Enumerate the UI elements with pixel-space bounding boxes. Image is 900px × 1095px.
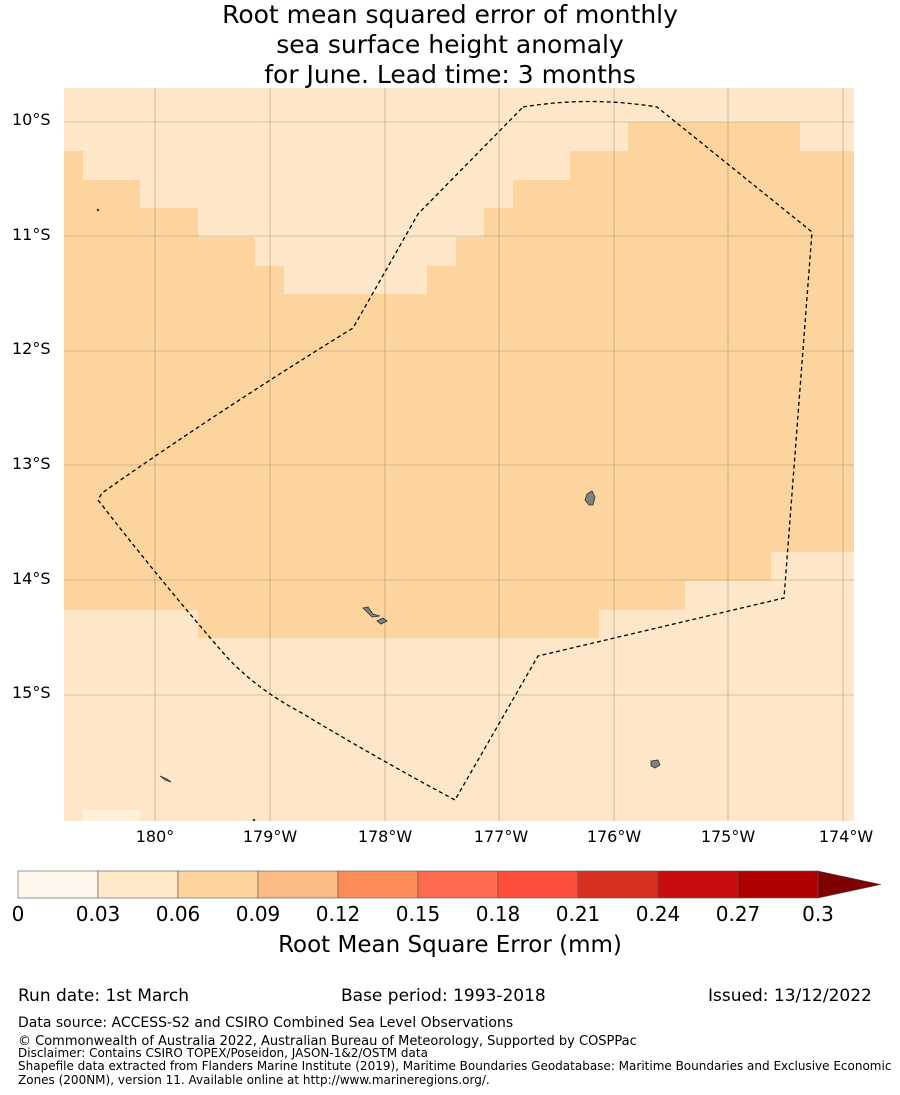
colorbar-tick-label: 0.15 xyxy=(395,902,441,926)
colorbar-segment-2 xyxy=(177,870,259,899)
lon-label-180: 180° xyxy=(135,827,175,846)
colorbar xyxy=(17,870,882,899)
gridlines xyxy=(64,88,854,821)
island-alofi xyxy=(376,617,388,625)
colorbar-tick-label: 0.09 xyxy=(235,902,281,926)
title-line-2: sea surface height anomaly xyxy=(276,30,624,59)
island-wallis xyxy=(584,490,596,506)
island-dot-south xyxy=(252,818,256,822)
lon-label-176w: 176°W xyxy=(586,827,642,846)
title-line-3: for June. Lead time: 3 months xyxy=(264,60,636,89)
lon-label-174w: 174°W xyxy=(818,827,874,846)
lon-label-179w: 179°W xyxy=(242,827,298,846)
colorbar-tick-label: 0.12 xyxy=(315,902,361,926)
lat-label-14s: 14°S xyxy=(12,569,51,588)
colorbar-segment-1 xyxy=(97,870,179,899)
lon-label-175w: 175°W xyxy=(700,827,756,846)
data-source: Data source: ACCESS-S2 and CSIRO Combine… xyxy=(18,1015,514,1031)
colorbar-label: Root Mean Square Error (mm) xyxy=(278,932,622,958)
island-southwest xyxy=(159,775,172,783)
shapefile-credit-2: Zones (200NM), version 11. Available onl… xyxy=(18,1073,490,1087)
eez-boundary xyxy=(97,100,813,801)
island-futuna xyxy=(362,606,381,618)
copyright-notice: © Commonwealth of Australia 2022, Austra… xyxy=(18,1034,637,1049)
rmse-dark-region xyxy=(64,122,854,638)
island-dot-north xyxy=(96,208,100,212)
colorbar-segment-0 xyxy=(17,870,99,899)
lon-label-177w: 177°W xyxy=(473,827,529,846)
colorbar-segment-3 xyxy=(257,870,339,899)
colorbar-tick-label: 0.06 xyxy=(155,902,201,926)
colorbar-segment-7 xyxy=(577,870,659,899)
lat-label-11s: 11°S xyxy=(12,225,51,244)
colorbar-tick-label: 0.3 xyxy=(802,902,834,926)
title-line-1: Root mean squared error of monthly xyxy=(222,0,678,29)
colorbar-segment-6 xyxy=(497,870,579,899)
lon-label-178w: 178°W xyxy=(357,827,413,846)
map-panel xyxy=(64,88,854,822)
colorbar-segment-8 xyxy=(657,870,739,899)
lat-label-13s: 13°S xyxy=(12,454,51,473)
issued-date: Issued: 13/12/2022 xyxy=(708,986,872,1006)
colorbar-segment-4 xyxy=(337,870,419,899)
colorbar-extend-arrow xyxy=(817,870,882,899)
colorbar-tick-label: 0 xyxy=(11,902,25,926)
island-south xyxy=(650,759,661,769)
colorbar-tick-label: 0.21 xyxy=(555,902,601,926)
run-date: Run date: 1st March xyxy=(18,986,190,1006)
colorbar-segment-9 xyxy=(737,870,819,899)
shapefile-credit-1: Shapefile data extracted from Flanders M… xyxy=(18,1059,892,1073)
lat-label-15s: 15°S xyxy=(12,683,51,702)
disclaimer: Disclaimer: Contains CSIRO TOPEX/Poseido… xyxy=(18,1046,428,1060)
colorbar-segment-5 xyxy=(417,870,499,899)
colorbar-tick-label: 0.27 xyxy=(715,902,761,926)
chart-title: Root mean squared error of monthly sea s… xyxy=(0,0,900,90)
lat-label-10s: 10°S xyxy=(12,110,51,129)
lat-label-12s: 12°S xyxy=(12,339,51,358)
rmse-light-patch xyxy=(83,810,140,821)
colorbar-tick-label: 0.18 xyxy=(475,902,521,926)
colorbar-tick-label: 0.03 xyxy=(75,902,121,926)
base-period: Base period: 1993-2018 xyxy=(341,986,546,1006)
colorbar-tick-label: 0.24 xyxy=(635,902,681,926)
islands xyxy=(96,208,661,822)
